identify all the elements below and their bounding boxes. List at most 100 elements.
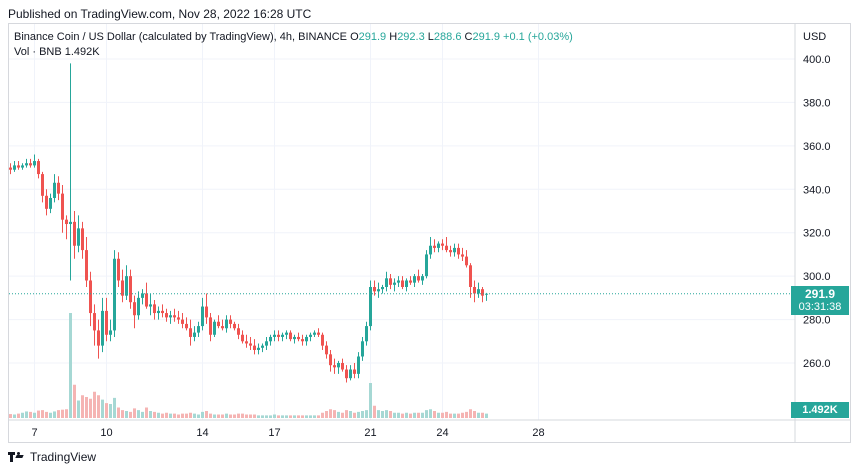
candle-body bbox=[17, 165, 20, 168]
candle-body bbox=[397, 280, 400, 283]
candle bbox=[341, 358, 344, 372]
volume-bar bbox=[365, 410, 368, 418]
volume-bar bbox=[369, 383, 372, 418]
candle bbox=[205, 293, 208, 324]
candle bbox=[9, 163, 12, 175]
candle-body bbox=[41, 174, 44, 196]
volume-legend: Vol · BNB 1.492K bbox=[14, 46, 100, 58]
volume-bar bbox=[13, 414, 16, 418]
open-value: 291.9 bbox=[358, 31, 387, 43]
candle bbox=[257, 343, 260, 355]
volume-bar bbox=[453, 413, 456, 418]
candle-body bbox=[229, 319, 232, 324]
candle bbox=[309, 332, 312, 342]
volume-bar bbox=[185, 413, 188, 418]
volume-bar bbox=[221, 414, 224, 418]
candle-body bbox=[449, 250, 452, 253]
volume-bar bbox=[173, 413, 176, 418]
candle bbox=[169, 310, 172, 324]
candle-body bbox=[33, 161, 36, 166]
volume-bar bbox=[289, 415, 292, 418]
candle-body bbox=[137, 297, 140, 316]
candle-body bbox=[465, 256, 468, 266]
candle-body bbox=[405, 280, 408, 287]
candle bbox=[285, 330, 288, 340]
volume-bar bbox=[29, 411, 32, 418]
volume-bar bbox=[257, 415, 260, 418]
candle bbox=[121, 269, 124, 303]
volume-bar bbox=[229, 414, 232, 418]
candle bbox=[153, 300, 156, 320]
candle-body bbox=[361, 341, 364, 357]
candle bbox=[237, 323, 240, 340]
volume-bar bbox=[109, 404, 112, 418]
chart-grid bbox=[9, 24, 851, 442]
candle bbox=[469, 263, 472, 298]
x-tick-label: 10 bbox=[100, 427, 112, 439]
y-tick-label: 360.0 bbox=[803, 141, 831, 153]
candle bbox=[225, 315, 228, 333]
time-axis: 7 10 14 17 21 24 28 bbox=[31, 427, 544, 439]
candle-body bbox=[365, 326, 368, 342]
candle bbox=[401, 276, 404, 290]
candle-body bbox=[181, 319, 184, 324]
candle bbox=[313, 330, 316, 337]
volume-bar bbox=[429, 409, 432, 418]
candle bbox=[417, 269, 420, 283]
volume-bar bbox=[373, 405, 376, 418]
candle bbox=[177, 310, 180, 324]
volume-bar bbox=[449, 413, 452, 418]
y-tick-label: 400.0 bbox=[803, 54, 831, 66]
open-label: O bbox=[350, 31, 359, 43]
candle bbox=[429, 237, 432, 259]
candle-body bbox=[421, 276, 424, 281]
candle bbox=[461, 247, 464, 261]
candle-body bbox=[321, 334, 324, 346]
volume-bar bbox=[145, 407, 148, 418]
volume-bar bbox=[17, 413, 20, 418]
candle bbox=[477, 282, 480, 298]
volume-bars bbox=[9, 313, 488, 418]
candle-body bbox=[309, 334, 312, 337]
candle-body bbox=[425, 254, 428, 277]
volume-bar bbox=[341, 412, 344, 418]
volume-bar bbox=[121, 410, 124, 418]
volume-bar bbox=[197, 414, 200, 418]
candle-body bbox=[113, 258, 116, 331]
volume-bar bbox=[293, 415, 296, 418]
candle-body bbox=[157, 310, 160, 314]
candle-body bbox=[153, 304, 156, 314]
candle bbox=[117, 252, 120, 287]
candle-body bbox=[133, 302, 136, 316]
volume-bar bbox=[193, 413, 196, 418]
candle-body bbox=[117, 258, 120, 281]
volume-bar bbox=[413, 412, 416, 418]
candle bbox=[381, 284, 384, 294]
volume-bar bbox=[153, 411, 156, 418]
candle-body bbox=[393, 282, 396, 285]
candle bbox=[245, 334, 248, 348]
candle-body bbox=[57, 182, 60, 194]
candle bbox=[305, 334, 308, 346]
candle bbox=[449, 245, 452, 257]
candle-body bbox=[237, 328, 240, 335]
candle-body bbox=[273, 334, 276, 337]
high-value: 292.3 bbox=[397, 31, 425, 43]
volume-bar bbox=[217, 414, 220, 418]
volume-bar bbox=[273, 414, 276, 418]
candle-body bbox=[21, 165, 24, 168]
y-tick-label: 280.0 bbox=[803, 315, 831, 327]
candle-body bbox=[97, 330, 100, 346]
low-label: L bbox=[427, 31, 434, 43]
candle bbox=[281, 332, 284, 342]
candle-body bbox=[313, 332, 316, 335]
candle-body bbox=[101, 310, 104, 346]
volume-bar bbox=[21, 412, 24, 418]
footer-brand: TradingView bbox=[30, 450, 97, 464]
chart-frame bbox=[8, 23, 851, 443]
symbol-description: Binance Coin / US Dollar (calculated by … bbox=[14, 31, 348, 43]
candle-body bbox=[293, 336, 296, 340]
y-tick-label: 380.0 bbox=[803, 97, 831, 109]
candle bbox=[45, 189, 48, 216]
